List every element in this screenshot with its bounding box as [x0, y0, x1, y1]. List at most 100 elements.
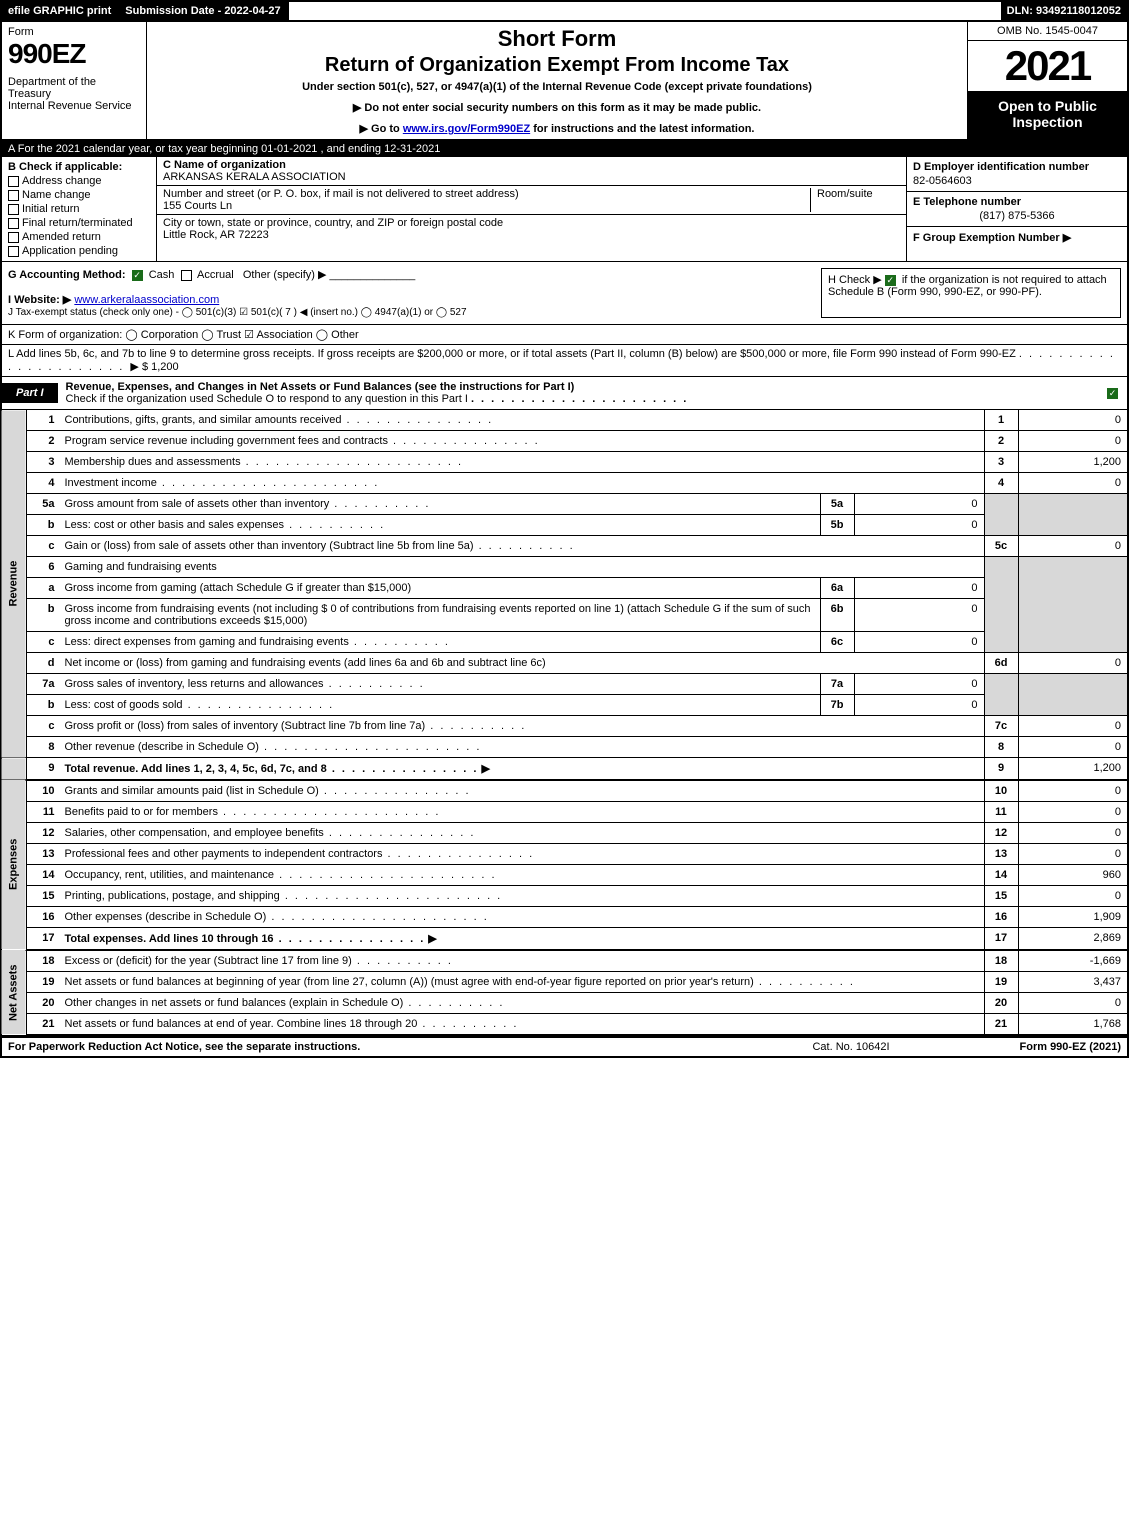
line-20: 20 Other changes in net assets or fund b… — [1, 993, 1128, 1014]
line-10-desc-text: Grants and similar amounts paid (list in… — [65, 785, 319, 797]
header-left: Form 990EZ Department of the Treasury In… — [2, 22, 147, 139]
dots-icon — [280, 890, 502, 902]
line-16-ref: 16 — [984, 907, 1018, 928]
e-phone-value: (817) 875-5366 — [913, 210, 1121, 222]
line-10-ref: 10 — [984, 780, 1018, 802]
line-7c-ref: 7c — [984, 716, 1018, 737]
chk-initial-return-label: Initial return — [22, 203, 79, 215]
line-12: 12 Salaries, other compensation, and emp… — [1, 823, 1128, 844]
open-to-public: Open to Public Inspection — [968, 92, 1127, 139]
chk-address-change[interactable]: Address change — [8, 175, 150, 187]
efile-label[interactable]: efile GRAPHIC print — [2, 2, 119, 20]
section-gh: G Accounting Method: ✓ Cash Accrual Othe… — [0, 262, 1129, 325]
dots-icon — [349, 636, 450, 648]
chk-application-pending[interactable]: Application pending — [8, 245, 150, 257]
line-2-ref: 2 — [984, 431, 1018, 452]
line-6c-desc-text: Less: direct expenses from gaming and fu… — [65, 636, 349, 648]
dots-icon — [324, 678, 425, 690]
h-text1: H Check ▶ — [828, 274, 885, 286]
line-16-val: 1,909 — [1018, 907, 1128, 928]
line-18-desc: Excess or (deficit) for the year (Subtra… — [59, 950, 985, 972]
submission-date: Submission Date - 2022-04-27 — [119, 2, 288, 20]
checkbox-h-icon[interactable]: ✓ — [885, 275, 896, 286]
line-4: 4 Investment income 4 0 — [1, 473, 1128, 494]
line-14-val: 960 — [1018, 865, 1128, 886]
line-21-desc: Net assets or fund balances at end of ye… — [59, 1014, 985, 1036]
line-3: 3 Membership dues and assessments 3 1,20… — [1, 452, 1128, 473]
part1-check-end[interactable]: ✓ — [1101, 383, 1127, 403]
line-6d-ref: 6d — [984, 653, 1018, 674]
chk-initial-return[interactable]: Initial return — [8, 203, 150, 215]
header-center: Short Form Return of Organization Exempt… — [147, 22, 967, 139]
checkbox-icon[interactable] — [8, 218, 19, 229]
line-16-num: 16 — [27, 907, 59, 928]
dots-icon — [425, 720, 526, 732]
line-6-valshade — [1018, 557, 1128, 653]
line-10: Expenses 10 Grants and similar amounts p… — [1, 780, 1128, 802]
c-city-row: City or town, state or province, country… — [157, 215, 906, 243]
row-k-form-org: K Form of organization: ◯ Corporation ◯ … — [0, 325, 1129, 345]
line-5a-desc-text: Gross amount from sale of assets other t… — [65, 498, 330, 510]
g-cash: Cash — [149, 269, 175, 281]
top-bar: efile GRAPHIC print Submission Date - 20… — [0, 0, 1129, 22]
line-1-desc: Contributions, gifts, grants, and simila… — [59, 410, 985, 431]
irs-link[interactable]: www.irs.gov/Form990EZ — [403, 123, 530, 135]
chk-amended-return[interactable]: Amended return — [8, 231, 150, 243]
line-5c-val: 0 — [1018, 536, 1128, 557]
line-1: Revenue 1 Contributions, gifts, grants, … — [1, 410, 1128, 431]
line-3-desc-text: Membership dues and assessments — [65, 456, 241, 468]
checkbox-icon[interactable] — [8, 246, 19, 257]
line-18-ref: 18 — [984, 950, 1018, 972]
line-6a: a Gross income from gaming (attach Sched… — [1, 578, 1128, 599]
line-6a-subval: 0 — [854, 578, 984, 599]
line-8-desc: Other revenue (describe in Schedule O) — [59, 737, 985, 758]
line-2-val: 0 — [1018, 431, 1128, 452]
row-h-schedule-b: H Check ▶ ✓ if the organization is not r… — [821, 268, 1121, 318]
line-11-desc: Benefits paid to or for members — [59, 802, 985, 823]
dots-icon — [754, 976, 855, 988]
line-14-desc: Occupancy, rent, utilities, and maintena… — [59, 865, 985, 886]
line-12-num: 12 — [27, 823, 59, 844]
line-7b-subval: 0 — [854, 695, 984, 716]
line-8-ref: 8 — [984, 737, 1018, 758]
checkbox-accrual-icon[interactable] — [181, 270, 192, 281]
line-16-desc: Other expenses (describe in Schedule O) — [59, 907, 985, 928]
line-6c-subval: 0 — [854, 632, 984, 653]
checkbox-icon[interactable] — [8, 190, 19, 201]
dots-icon — [329, 498, 430, 510]
i-website-link[interactable]: www.arkeralaassociation.com — [74, 294, 219, 306]
line-6b: b Gross income from fundraising events (… — [1, 599, 1128, 632]
row-l-text: L Add lines 5b, 6c, and 7b to line 9 to … — [8, 348, 1016, 360]
line-15-desc: Printing, publications, postage, and shi… — [59, 886, 985, 907]
line-7c-desc-text: Gross profit or (loss) from sales of inv… — [65, 720, 426, 732]
line-7a-num: 7a — [27, 674, 59, 695]
checkbox-icon[interactable] — [8, 204, 19, 215]
line-2-desc: Program service revenue including govern… — [59, 431, 985, 452]
col-b-label: B Check if applicable: — [8, 161, 150, 173]
line-17-desc-text: Total expenses. Add lines 10 through 16 — [65, 933, 274, 945]
line-13-num: 13 — [27, 844, 59, 865]
line-15-num: 15 — [27, 886, 59, 907]
f-group-label: F Group Exemption Number ▶ — [913, 232, 1071, 244]
checkbox-icon[interactable]: ✓ — [1107, 388, 1118, 399]
checkbox-icon[interactable] — [8, 176, 19, 187]
chk-name-change[interactable]: Name change — [8, 189, 150, 201]
line-21: 21 Net assets or fund balances at end of… — [1, 1014, 1128, 1036]
line-7c-val: 0 — [1018, 716, 1128, 737]
chk-final-return[interactable]: Final return/terminated — [8, 217, 150, 229]
line-6d: d Net income or (loss) from gaming and f… — [1, 653, 1128, 674]
line-7c-desc: Gross profit or (loss) from sales of inv… — [59, 716, 985, 737]
line-3-desc: Membership dues and assessments — [59, 452, 985, 473]
line-18-val: -1,669 — [1018, 950, 1128, 972]
line-4-val: 0 — [1018, 473, 1128, 494]
line-4-ref: 4 — [984, 473, 1018, 494]
form-number: 990EZ — [8, 38, 140, 70]
checkbox-cash-icon[interactable]: ✓ — [132, 270, 143, 281]
checkbox-icon[interactable] — [8, 232, 19, 243]
sidetab-netassets: Net Assets — [1, 950, 27, 1035]
line-7a: 7a Gross sales of inventory, less return… — [1, 674, 1128, 695]
line-16-desc-text: Other expenses (describe in Schedule O) — [65, 911, 267, 923]
line-15-val: 0 — [1018, 886, 1128, 907]
chk-final-return-label: Final return/terminated — [22, 217, 133, 229]
line-2-desc-text: Program service revenue including govern… — [65, 435, 388, 447]
